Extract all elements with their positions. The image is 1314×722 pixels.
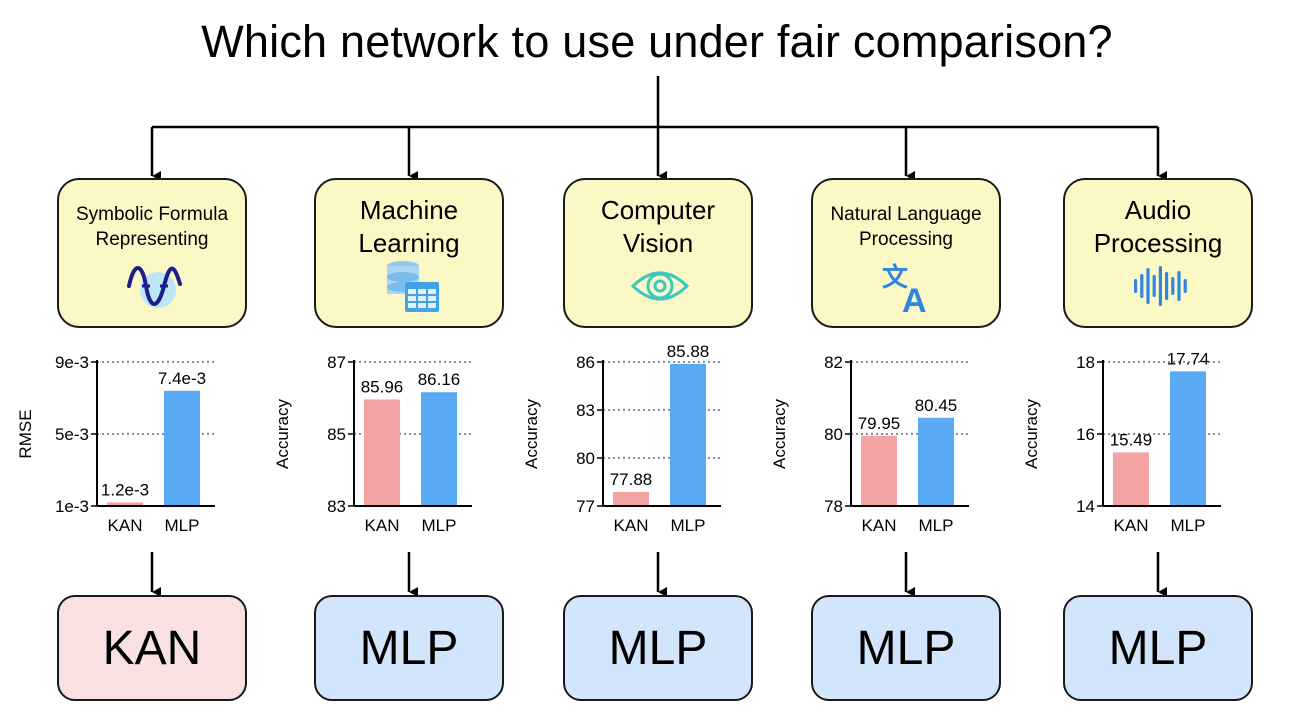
y-tick-label: 78 <box>824 497 843 516</box>
recommended-network-box-2: MLP <box>314 595 504 701</box>
category-box-3: Computer Vision <box>563 178 753 328</box>
y-tick-label: 85 <box>327 425 346 444</box>
category-label: Natural Language Processing <box>830 204 982 250</box>
wave-function-icon <box>127 266 182 308</box>
y-axis-label: Accuracy <box>1022 399 1041 469</box>
y-axis-label: Accuracy <box>273 399 292 469</box>
category-label: Symbolic Formula Representing <box>75 204 229 250</box>
bar-chart-1: 1e-3 5e-3 9e-3 1.2e-3 KAN 7.4e-3 MLP RMSE <box>7 345 247 545</box>
data-label: 1.2e-3 <box>101 480 149 499</box>
chart-canvas: 77 80 83 86 77.88 KAN 85.88 MLP Accuracy <box>522 342 721 535</box>
recommended-network-box-4: MLP <box>811 595 1001 701</box>
category-box-5: Audio Processing <box>1063 178 1253 328</box>
x-tick-label: MLP <box>671 516 706 535</box>
page-title: Which network to use under fair comparis… <box>201 16 1113 67</box>
x-tick-label: KAN <box>862 516 897 535</box>
audio-waveform-icon <box>1134 266 1187 306</box>
y-tick-label: 16 <box>1076 425 1095 444</box>
data-label: 80.45 <box>915 396 958 415</box>
eye-icon <box>630 271 690 301</box>
x-tick-label: MLP <box>422 516 457 535</box>
bar-mlp <box>670 363 706 506</box>
data-label: 77.88 <box>610 470 653 489</box>
bar-mlp <box>164 390 200 506</box>
y-tick-label: 87 <box>327 353 346 372</box>
y-axis-label: RMSE <box>16 409 35 458</box>
svg-text:文: 文 <box>882 262 909 293</box>
x-tick-label: KAN <box>365 516 400 535</box>
category-label: Audio Processing <box>1093 195 1223 258</box>
bar-mlp <box>421 392 457 506</box>
y-tick-label: 82 <box>824 353 843 372</box>
category-box-2: Machine Learning <box>314 178 504 328</box>
category-box-1: Symbolic Formula Representing <box>57 178 247 328</box>
data-label: 17.74 <box>1167 349 1210 368</box>
x-tick-label: KAN <box>614 516 649 535</box>
y-tick-label: 9e-3 <box>55 353 89 372</box>
data-label: 86.16 <box>418 370 461 389</box>
x-tick-label: MLP <box>919 516 954 535</box>
y-tick-label: 1e-3 <box>55 497 89 516</box>
bar-mlp <box>918 417 954 506</box>
y-tick-label: 14 <box>1076 497 1095 516</box>
data-label: 85.88 <box>667 342 710 361</box>
data-label: 7.4e-3 <box>158 369 206 388</box>
bar-chart-2: 83 85 87 85.96 KAN 86.16 MLP Accuracy <box>264 345 504 545</box>
data-label: 15.49 <box>1110 430 1153 449</box>
chart-canvas: 83 85 87 85.96 KAN 86.16 MLP Accuracy <box>273 353 472 535</box>
database-table-icon <box>387 261 439 312</box>
bar-kan <box>613 491 649 506</box>
x-tick-label: MLP <box>165 516 200 535</box>
y-tick-label: 80 <box>576 449 595 468</box>
recommended-network-box-5: MLP <box>1063 595 1253 701</box>
bar-kan <box>107 502 143 506</box>
x-tick-label: KAN <box>1114 516 1149 535</box>
recommended-network-box-3: MLP <box>563 595 753 701</box>
bar-chart-3: 77 80 83 86 77.88 KAN 85.88 MLP Accuracy <box>513 342 753 545</box>
y-axis-label: Accuracy <box>770 399 789 469</box>
bar-kan <box>861 435 897 506</box>
x-tick-label: MLP <box>1171 516 1206 535</box>
bar-mlp <box>1170 371 1206 506</box>
bar-chart-4: 78 80 82 79.95 KAN 80.45 MLP Accuracy <box>761 345 1001 545</box>
chart-canvas: 14 16 18 15.49 KAN 17.74 MLP Accuracy <box>1022 349 1221 535</box>
chart-canvas: 78 80 82 79.95 KAN 80.45 MLP Accuracy <box>770 353 969 535</box>
category-label: Computer Vision <box>600 195 716 258</box>
data-label: 79.95 <box>858 414 901 433</box>
bar-chart-5: 14 16 18 15.49 KAN 17.74 MLP Accuracy <box>1013 345 1253 545</box>
y-tick-label: 5e-3 <box>55 425 89 444</box>
bar-kan <box>364 399 400 506</box>
translate-icon: 文A <box>882 262 927 316</box>
recommended-network-box-1: KAN <box>57 595 247 701</box>
category-label: Machine Learning <box>358 195 460 258</box>
y-tick-label: 83 <box>327 497 346 516</box>
svg-text:A: A <box>902 282 927 316</box>
bar-kan <box>1113 452 1149 506</box>
x-tick-label: KAN <box>108 516 143 535</box>
y-tick-label: 86 <box>576 353 595 372</box>
y-tick-label: 77 <box>576 497 595 516</box>
y-tick-label: 80 <box>824 425 843 444</box>
y-tick-label: 83 <box>576 401 595 420</box>
y-axis-label: Accuracy <box>522 399 541 469</box>
chart-canvas: 1e-3 5e-3 9e-3 1.2e-3 KAN 7.4e-3 MLP RMSE <box>16 353 215 535</box>
y-tick-label: 18 <box>1076 353 1095 372</box>
data-label: 85.96 <box>361 377 404 396</box>
